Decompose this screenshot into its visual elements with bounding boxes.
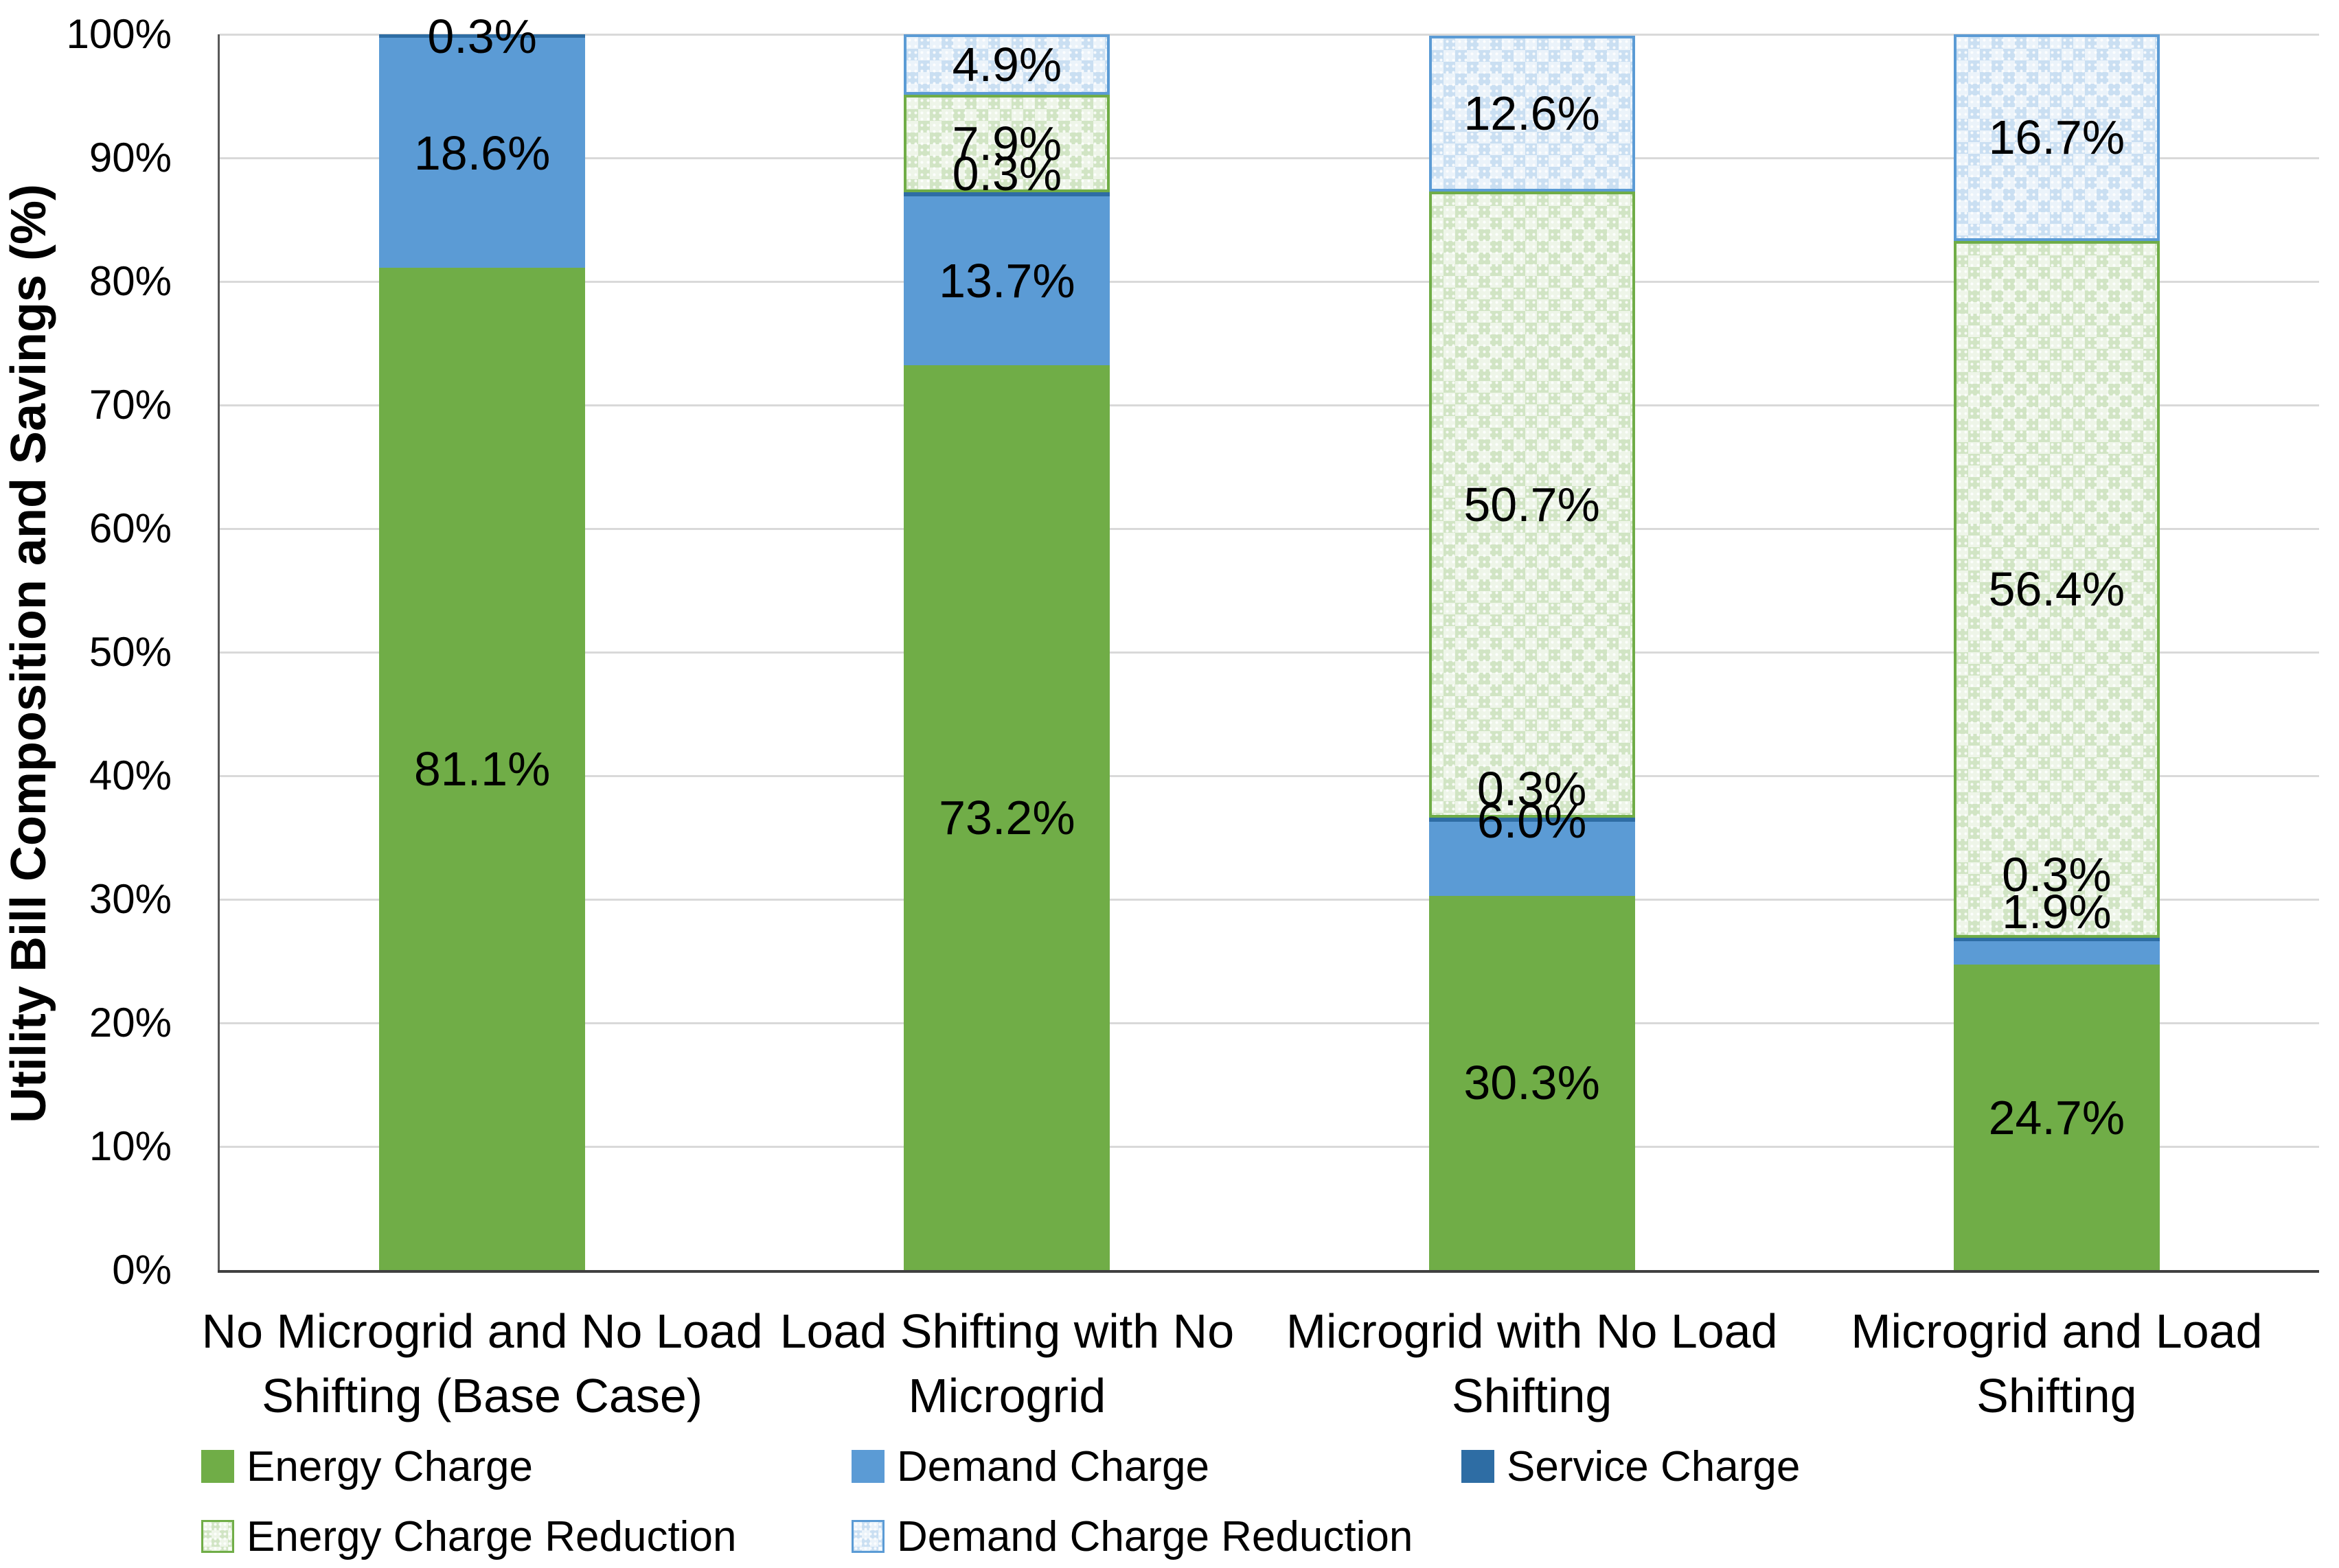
x-category-label-line: Microgrid [908,1369,1106,1422]
bar-segment-energy-charge-cat3 [1428,895,1635,1270]
y-tick-label: 70% [89,382,172,428]
x-category-label-line: Microgrid and Load [1851,1304,2263,1358]
gridline [220,1022,2319,1024]
x-category-label-line: Microgrid with No Load [1286,1304,1778,1358]
y-tick-label: 50% [89,629,172,675]
bar-segment-demand-charge-cat3 [1428,821,1635,896]
bar-segment-energy-charge-cat4 [1953,965,2160,1270]
legend-entry-demand-charge-reduction: Demand Charge Reduction [852,1512,1413,1561]
data-label: 4.9% [952,38,1062,92]
legend-swatch-icon [852,1450,885,1483]
y-tick-label: 10% [89,1123,172,1169]
plot-area: 81.1% 18.6% 0.3% 73.2% 13.7% 0.3% 7.9% 4.9% 30.3… [220,10,2319,1270]
bar-segment-energy-charge-reduction-cat2 [904,95,1110,193]
bar-segment-demand-charge-cat4 [1953,941,2160,965]
data-label: 13.7% [939,254,1075,308]
data-label: 12.6% [1463,87,1600,141]
gridline [220,34,2319,36]
bar-segment-energy-charge-reduction-cat4 [1953,240,2160,938]
legend-entry-energy-charge-reduction: Energy Charge Reduction [201,1512,736,1561]
gridline [220,1146,2319,1148]
data-label: 0.3% [1476,761,1587,816]
bar-segment-service-charge-cat3 [1428,818,1635,822]
y-tick-label: 60% [89,505,172,551]
bar-segment-demand-charge-reduction-cat3 [1428,35,1635,192]
bar-segment-energy-charge-cat2 [904,365,1110,1270]
bar-segment-demand-charge-reduction-cat4 [1953,34,2160,241]
data-label: 0.3% [952,147,1062,201]
data-label: 73.2% [939,791,1075,845]
legend-entry-energy-charge: Energy Charge [201,1442,533,1491]
y-tick-label: 90% [89,135,172,181]
data-label: 6.0% [1476,794,1587,848]
x-category-label-line: Shifting [1451,1369,1612,1422]
bar-segment-service-charge-cat1 [379,34,586,38]
gridline [220,281,2319,283]
x-axis-line [218,1270,2319,1273]
gridline [220,899,2319,901]
y-tick-label: 20% [89,1000,172,1046]
data-label: 16.7% [1988,111,2125,165]
legend-label: Service Charge [1507,1442,1801,1490]
legend-label: Demand Charge [897,1442,1209,1490]
x-category-label-line: Shifting (Base Case) [262,1369,703,1422]
gridline [220,775,2319,777]
bar-segment-demand-charge-reduction-cat2 [904,34,1110,95]
bar-segment-energy-charge-cat1 [379,268,586,1270]
data-label: 56.4% [1988,562,2125,616]
bar-segment-demand-charge-cat1 [379,38,586,268]
y-tick-label: 30% [89,876,172,922]
legend-entry-service-charge: Service Charge [1461,1442,1800,1491]
data-label: 7.9% [952,117,1062,171]
y-tick-label: 100% [66,11,172,57]
data-label: 18.6% [413,126,551,180]
x-category-label: Load Shifting with No Microgrid [698,1299,1316,1428]
gridline [220,157,2319,159]
data-label: 30.3% [1463,1056,1600,1110]
bar-segment-demand-charge-cat2 [904,196,1110,366]
gridline [220,652,2319,654]
bar-segment-service-charge-cat4 [1953,937,2160,942]
x-category-label: No Microgrid and No Load Shifting (Base C… [173,1299,791,1428]
bar-segment-service-charge-cat2 [904,192,1110,196]
legend-swatch-icon [201,1520,234,1553]
data-label: 0.3% [427,9,537,63]
y-tick-label: 0% [112,1247,172,1293]
legend-label: Energy Charge [247,1442,534,1490]
gridline [220,404,2319,406]
legend-swatch-icon [201,1450,234,1483]
legend-swatch-icon [852,1520,885,1553]
data-label: 24.7% [1988,1090,2125,1144]
x-category-label-line: Shifting [1976,1369,2137,1422]
legend-swatch-icon [1461,1450,1494,1483]
data-label: 0.3% [2002,847,2112,901]
legend-label: Demand Charge Reduction [897,1512,1413,1560]
gridline [220,528,2319,530]
y-axis-line [218,34,220,1270]
data-label: 1.9% [2002,885,2112,939]
legend-entry-demand-charge: Demand Charge [852,1442,1209,1491]
data-label: 50.7% [1463,477,1600,531]
bar-segment-energy-charge-reduction-cat3 [1428,191,1635,818]
x-category-label-line: No Microgrid and No Load [201,1304,763,1358]
x-category-label-line: Load Shifting with No [779,1304,1235,1358]
x-category-label: Microgrid and Load Shifting [1748,1299,2339,1428]
legend-label: Energy Charge Reduction [247,1512,737,1560]
y-tick-label: 80% [89,258,172,304]
y-tick-label: 40% [89,752,172,798]
data-label: 81.1% [413,742,551,796]
x-category-label: Microgrid with No Load Shifting [1223,1299,1841,1428]
